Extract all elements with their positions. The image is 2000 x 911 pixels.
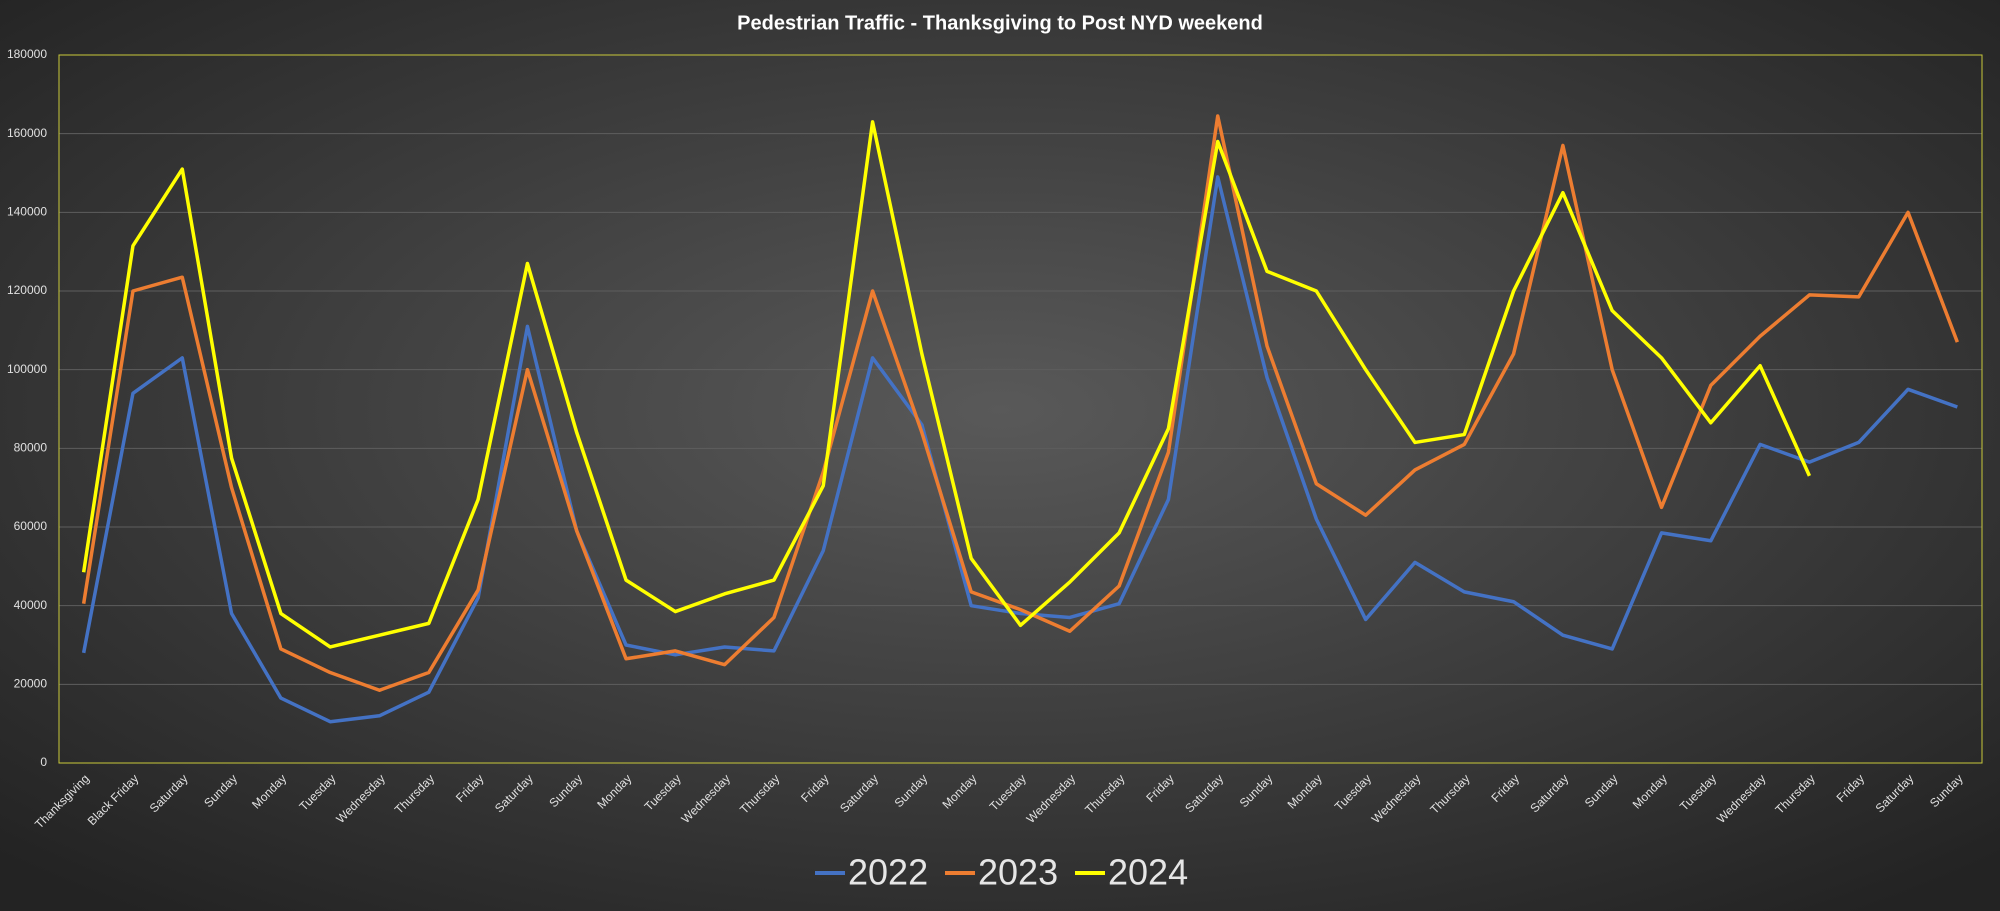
legend-label: 2023 [978,852,1058,893]
y-tick-label: 120000 [7,283,47,297]
plot-border [58,54,1983,764]
series-line [81,175,1958,724]
y-tick-label: 60000 [14,519,48,533]
legend-label: 2024 [1108,852,1188,893]
y-tick-label: 0 [40,755,47,769]
y-tick-label: 160000 [7,126,47,140]
series-line [81,120,1812,649]
y-tick-label: 20000 [14,677,48,691]
legend-label: 2022 [848,852,928,893]
y-tick-label: 100000 [7,362,47,376]
y-tick-label: 80000 [14,441,48,455]
y-tick-label: 40000 [14,598,48,612]
y-tick-label: 140000 [7,205,47,219]
chart-title: Pedestrian Traffic - Thanksgiving to Pos… [737,12,1263,34]
series-line [81,114,1959,692]
y-tick-label: 180000 [7,47,47,61]
